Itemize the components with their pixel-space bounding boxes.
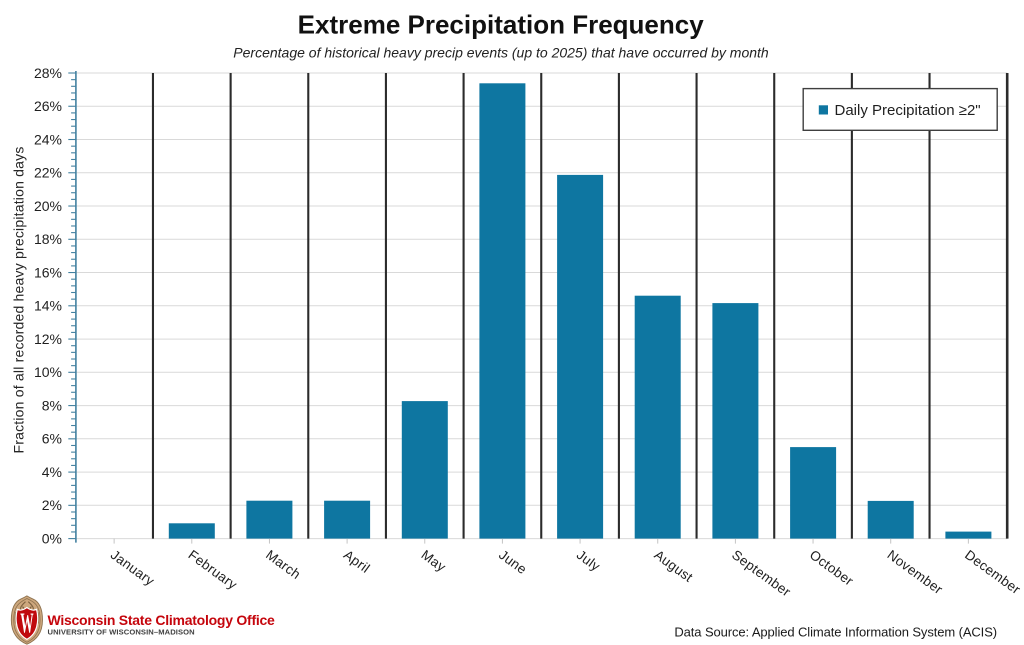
svg-text:22%: 22% — [34, 165, 62, 181]
svg-text:8%: 8% — [42, 398, 62, 414]
svg-text:Wisconsin State Climatology Of: Wisconsin State Climatology Office — [48, 612, 276, 628]
svg-text:Percentage of historical heavy: Percentage of historical heavy precip ev… — [233, 45, 769, 61]
svg-text:2%: 2% — [42, 497, 62, 513]
svg-text:26%: 26% — [34, 98, 62, 114]
svg-text:0%: 0% — [42, 531, 62, 547]
svg-text:24%: 24% — [34, 131, 62, 147]
svg-text:4%: 4% — [42, 464, 62, 480]
svg-text:12%: 12% — [34, 331, 62, 347]
svg-text:Daily Precipitation ≥2": Daily Precipitation ≥2" — [835, 102, 981, 119]
svg-text:28%: 28% — [34, 65, 62, 81]
svg-text:18%: 18% — [34, 231, 62, 247]
svg-text:UNIVERSITY OF WISCONSIN–MADISO: UNIVERSITY OF WISCONSIN–MADISON — [48, 628, 195, 637]
svg-text:20%: 20% — [34, 198, 62, 214]
svg-text:16%: 16% — [34, 264, 62, 280]
svg-text:Data Source: Applied Climate I: Data Source: Applied Climate Information… — [674, 625, 997, 640]
svg-text:10%: 10% — [34, 364, 62, 380]
svg-text:W: W — [20, 607, 33, 639]
svg-text:14%: 14% — [34, 298, 62, 314]
svg-text:Extreme Precipitation Frequenc: Extreme Precipitation Frequency — [298, 10, 705, 40]
svg-text:Fraction of all recorded heavy: Fraction of all recorded heavy precipita… — [11, 146, 27, 453]
svg-text:6%: 6% — [42, 431, 62, 447]
